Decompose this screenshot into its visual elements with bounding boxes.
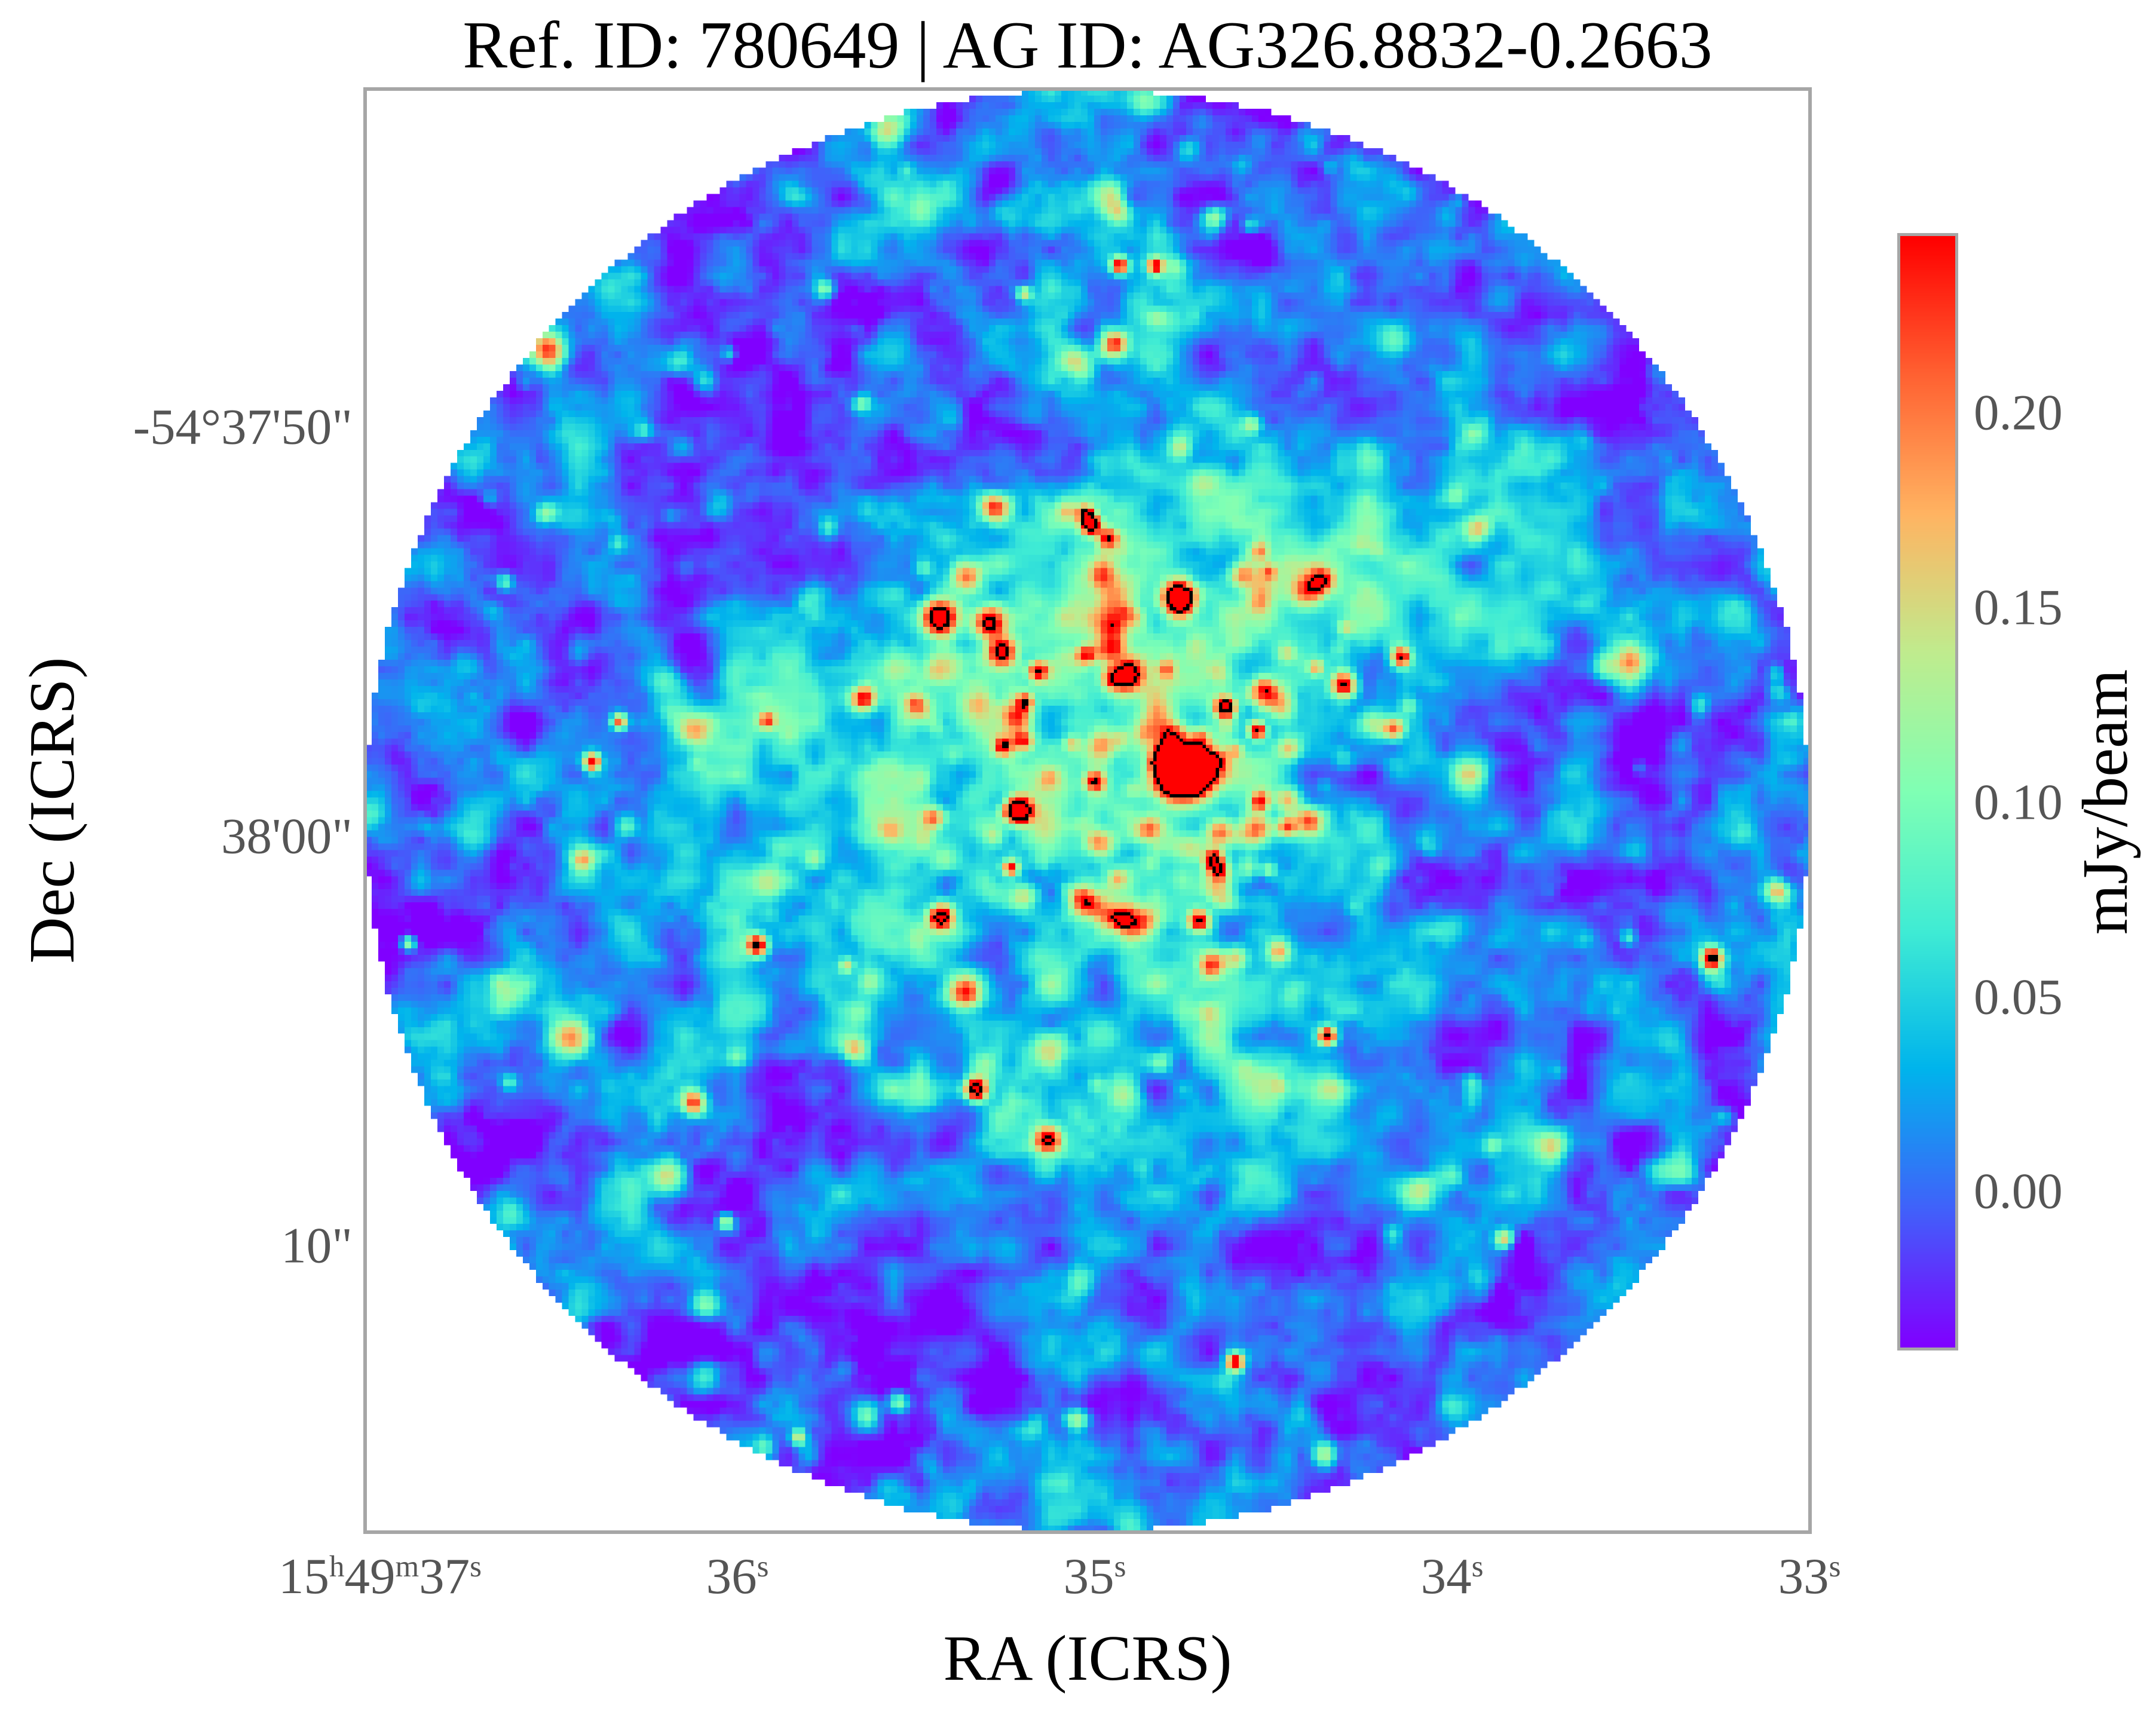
x-tick-label: 36s xyxy=(706,1548,769,1609)
colorbar-tick-label: 0.05 xyxy=(1974,969,2063,1025)
x-tick-superscript: m xyxy=(395,1549,419,1584)
x-tick-superscript: s xyxy=(470,1549,482,1584)
x-axis-label: RA (ICRS) xyxy=(943,1623,1232,1694)
x-tick-label: 33s xyxy=(1778,1548,1841,1609)
colorbar-tick-label: 0.10 xyxy=(1974,774,2063,831)
x-tick-text: 33 xyxy=(1778,1548,1829,1604)
y-tick-label: -54°37'50" xyxy=(133,399,353,455)
colorbar-tick-label: 0.20 xyxy=(1974,384,2063,441)
x-tick-text: 35 xyxy=(1063,1548,1114,1604)
x-tick-label: 15h49m37s xyxy=(278,1548,482,1609)
y-tick-label: 38'00" xyxy=(220,808,353,865)
colorbar-tick-label: 0.00 xyxy=(1974,1163,2063,1220)
x-tick-text: 37 xyxy=(419,1548,470,1604)
x-tick-text: 49 xyxy=(344,1548,396,1604)
x-tick-superscript: s xyxy=(757,1549,769,1584)
x-tick-text: 15 xyxy=(278,1548,329,1604)
x-tick-label: 34s xyxy=(1420,1548,1484,1609)
x-tick-superscript: h xyxy=(329,1549,345,1584)
colorbar-gradient xyxy=(1900,236,1955,1348)
x-tick-text: 36 xyxy=(706,1548,757,1604)
colorbar-tick-label: 0.15 xyxy=(1974,579,2063,636)
x-tick-superscript: s xyxy=(1829,1549,1841,1584)
sky-map-canvas xyxy=(365,89,1810,1532)
x-tick-text: 34 xyxy=(1420,1548,1472,1604)
y-axis-label: Dec (ICRS) xyxy=(17,657,88,964)
y-tick-label: 10" xyxy=(281,1217,353,1274)
x-tick-superscript: s xyxy=(1114,1549,1126,1584)
axes-frame xyxy=(363,87,1812,1534)
figure-title: Ref. ID: 780649 | AG ID: AG326.8832-0.26… xyxy=(463,8,1713,82)
colorbar-axis-label: mJy/beam xyxy=(2070,669,2141,935)
colorbar xyxy=(1897,233,1958,1350)
x-tick-label: 35s xyxy=(1063,1548,1126,1609)
x-tick-superscript: s xyxy=(1471,1549,1484,1584)
